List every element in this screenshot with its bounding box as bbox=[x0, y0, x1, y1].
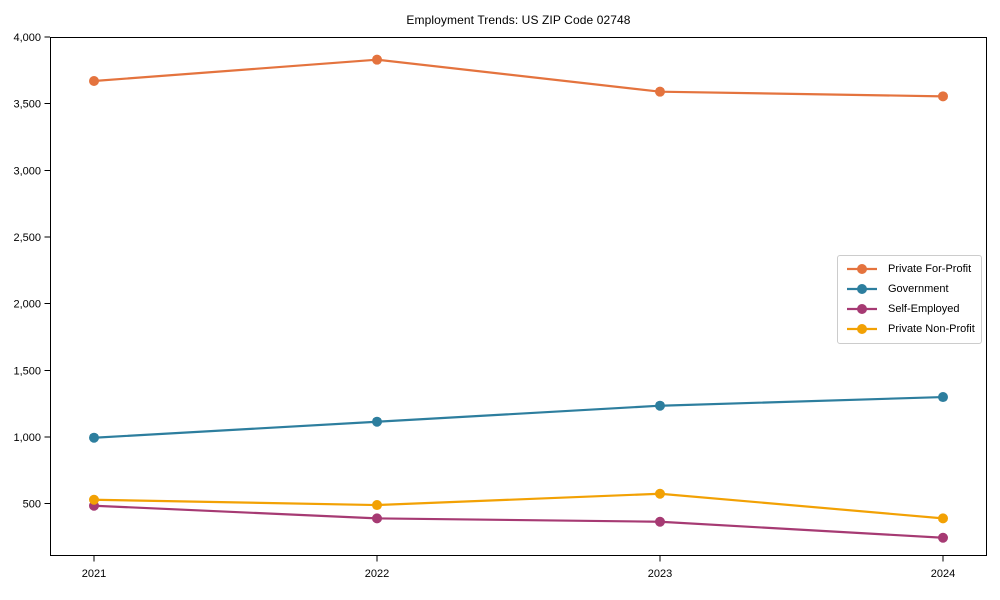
data-point-private-for-profit-2024 bbox=[938, 91, 948, 102]
data-point-private-non-profit-2022 bbox=[372, 500, 382, 511]
series-line-self-employed bbox=[92, 504, 945, 539]
x-axis-tick-label: 2022 bbox=[365, 568, 389, 580]
y-axis-tick-label: 2,000 bbox=[13, 299, 41, 311]
x-axis-tick-label: 2023 bbox=[648, 568, 672, 580]
legend-label: Private For-Profit bbox=[888, 263, 972, 275]
data-point-private-non-profit-2024 bbox=[938, 513, 948, 524]
legend-item-private-non-profit: Private Non-Profit bbox=[846, 319, 981, 339]
series-line-government bbox=[92, 395, 945, 439]
data-point-self-employed-2024 bbox=[938, 532, 948, 543]
legend-item-government: Government bbox=[846, 279, 981, 299]
data-point-self-employed-2023 bbox=[655, 516, 665, 527]
data-point-government-2021 bbox=[89, 432, 99, 443]
data-point-private-for-profit-2021 bbox=[89, 76, 99, 87]
legend-item-private-for-profit: Private For-Profit bbox=[846, 259, 981, 279]
legend-line-marker-icon bbox=[847, 304, 877, 314]
chart-legend: Private For-Profit Government Self-Emplo… bbox=[837, 255, 982, 344]
plot-border bbox=[50, 37, 987, 556]
legend-label: Private Non-Profit bbox=[888, 323, 975, 335]
legend-line-marker-icon bbox=[847, 324, 877, 334]
y-axis-tick-label: 4,000 bbox=[13, 32, 41, 44]
y-axis-tick-label: 3,500 bbox=[13, 99, 41, 111]
x-axis-tick-label: 2024 bbox=[931, 568, 955, 580]
data-point-government-2024 bbox=[938, 392, 948, 403]
legend-item-self-employed: Self-Employed bbox=[846, 299, 981, 319]
y-axis-tick-label: 3,000 bbox=[13, 165, 41, 177]
y-axis-tick-label: 1,500 bbox=[13, 365, 41, 377]
data-point-self-employed-2022 bbox=[372, 513, 382, 524]
x-axis-tick-label: 2021 bbox=[82, 568, 106, 580]
series-line-private-for-profit bbox=[92, 58, 945, 98]
legend-line-marker-icon bbox=[847, 284, 877, 294]
legend-label: Self-Employed bbox=[888, 303, 960, 315]
legend-line-marker-icon bbox=[847, 264, 877, 274]
legend-label: Government bbox=[888, 283, 949, 295]
data-point-private-non-profit-2023 bbox=[655, 488, 665, 499]
series-line-private-non-profit bbox=[92, 492, 945, 520]
data-point-private-for-profit-2022 bbox=[372, 54, 382, 65]
data-point-government-2022 bbox=[372, 416, 382, 427]
data-point-private-non-profit-2021 bbox=[89, 494, 99, 505]
y-axis-tick-label: 1,000 bbox=[13, 432, 41, 444]
y-axis-tick-label: 2,500 bbox=[13, 232, 41, 244]
data-point-private-for-profit-2023 bbox=[655, 86, 665, 97]
y-axis-tick-label: 500 bbox=[23, 499, 41, 511]
data-point-government-2023 bbox=[655, 400, 665, 411]
chart-title: Employment Trends: US ZIP Code 02748 bbox=[406, 13, 631, 27]
